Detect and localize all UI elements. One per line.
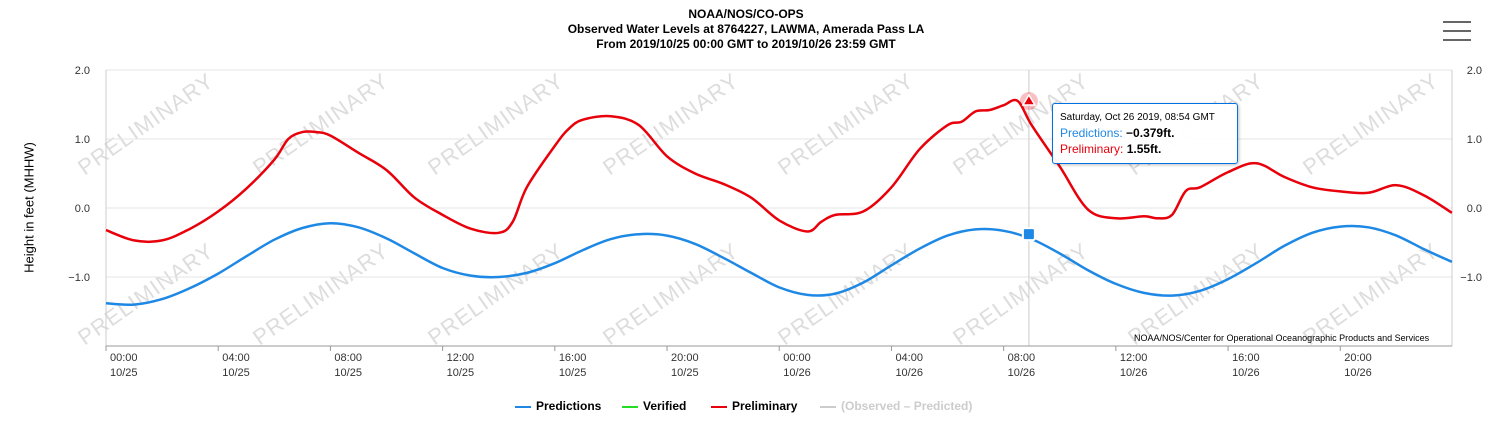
x-tick-label-time: 12:00 [1120,352,1148,364]
x-tick-label-date: 10/25 [222,367,250,379]
x-tick-label-date: 10/26 [1232,367,1260,379]
chart-credit: NOAA/NOS/Center for Operational Oceanogr… [1134,333,1430,343]
x-tick-label-date: 10/26 [1008,367,1036,379]
series-line-preliminary [105,98,1453,244]
tooltip-preliminary-value: 1.55ft. [1126,142,1162,156]
tooltip-date: Saturday, Oct 26 2019, 08:54 GMT [1060,112,1215,123]
x-tick-label-time: 00:00 [783,352,811,364]
marker-preliminary [1021,93,1037,106]
y-tick-label-right: 1.0 [1467,134,1482,146]
chart-title-daterange: From 2019/10/25 00:00 GMT to 2019/10/26 … [596,37,896,51]
watermark-text: PRELIMINARY [423,238,568,350]
y-tick-label-left: 1.0 [75,134,90,146]
watermark-text: PRELIMINARY [73,68,218,180]
y-tick-label-left: 0.0 [75,203,90,215]
x-tick-label-time: 08:00 [1008,352,1036,364]
watermark-text: PRELIMINARY [1298,68,1443,180]
legend-label-observed-predicted: (Observed – Predicted) [841,399,973,413]
x-tick-label-time: 16:00 [1232,352,1260,364]
y-tick-label-right: 2.0 [1467,65,1482,77]
x-tick-label-time: 08:00 [334,352,362,364]
x-tick-label-date: 10/26 [895,367,923,379]
legend-label-verified: Verified [643,399,687,413]
y-tick-label-right: 0.0 [1467,203,1482,215]
x-tick-label-date: 10/25 [110,367,138,379]
watermark-text: PRELIMINARY [73,238,218,350]
y-tick-label-left: 2.0 [75,65,90,77]
watermark-text: PRELIMINARY [248,238,393,350]
legend-swatch-preliminary [711,406,727,408]
x-tick-label-time: 16:00 [559,352,587,364]
chart-legend: Predictions Verified Preliminary (Observ… [0,398,1492,418]
legend-swatch-verified [622,406,638,408]
tooltip-predictions-value: −0.379ft. [1126,126,1175,140]
x-tick-label-date: 10/25 [559,367,587,379]
tooltip-preliminary: Preliminary: 1.55ft. [1060,142,1161,156]
watermark-text: PRELIMINARY [423,68,568,180]
x-tick-label-time: 12:00 [447,352,475,364]
legend-swatch-observed-predicted [820,406,836,408]
x-tick-label-date: 10/26 [1344,367,1372,379]
watermark-text: PRELIMINARY [773,68,918,180]
legend-label-predictions: Predictions [536,399,602,413]
hamburger-menu-icon[interactable] [1443,19,1471,43]
marker-predictions [1021,227,1036,242]
x-tick-label-time: 20:00 [1344,352,1372,364]
watermark-text: PRELIMINARY [598,68,743,180]
x-tick-label-date: 10/26 [783,367,811,379]
x-tick-label-date: 10/25 [447,367,475,379]
x-tick-label-time: 20:00 [671,352,699,364]
x-tick-label-date: 10/26 [1120,367,1148,379]
watermark-text: PRELIMINARY [598,238,743,350]
watermark-text: PRELIMINARY [948,238,1093,350]
chart-title-station: Observed Water Levels at 8764227, LAWMA,… [567,22,925,36]
legend-swatch-predictions [515,406,531,408]
chart-tooltip: Saturday, Oct 26 2019, 08:54 GMT Predict… [1052,103,1238,164]
y-tick-label-right: −1.0 [1460,272,1482,284]
tooltip-predictions-label: Predictions: [1060,126,1123,140]
chart-title-agency: NOAA/NOS/CO-OPS [688,7,804,21]
tooltip-predictions: Predictions: −0.379ft. [1060,126,1174,140]
x-tick-label-time: 04:00 [895,352,923,364]
y-tick-label-left: −1.0 [68,272,90,284]
tooltip-preliminary-label: Preliminary: [1060,142,1124,156]
x-tick-label-time: 00:00 [110,352,138,364]
x-tick-label-date: 10/25 [334,367,362,379]
series-line-predictions [105,221,1453,307]
watermark-text: PRELIMINARY [773,238,918,350]
x-tick-label-date: 10/25 [671,367,699,379]
x-tick-label-time: 04:00 [222,352,250,364]
legend-label-preliminary: Preliminary [732,399,798,413]
